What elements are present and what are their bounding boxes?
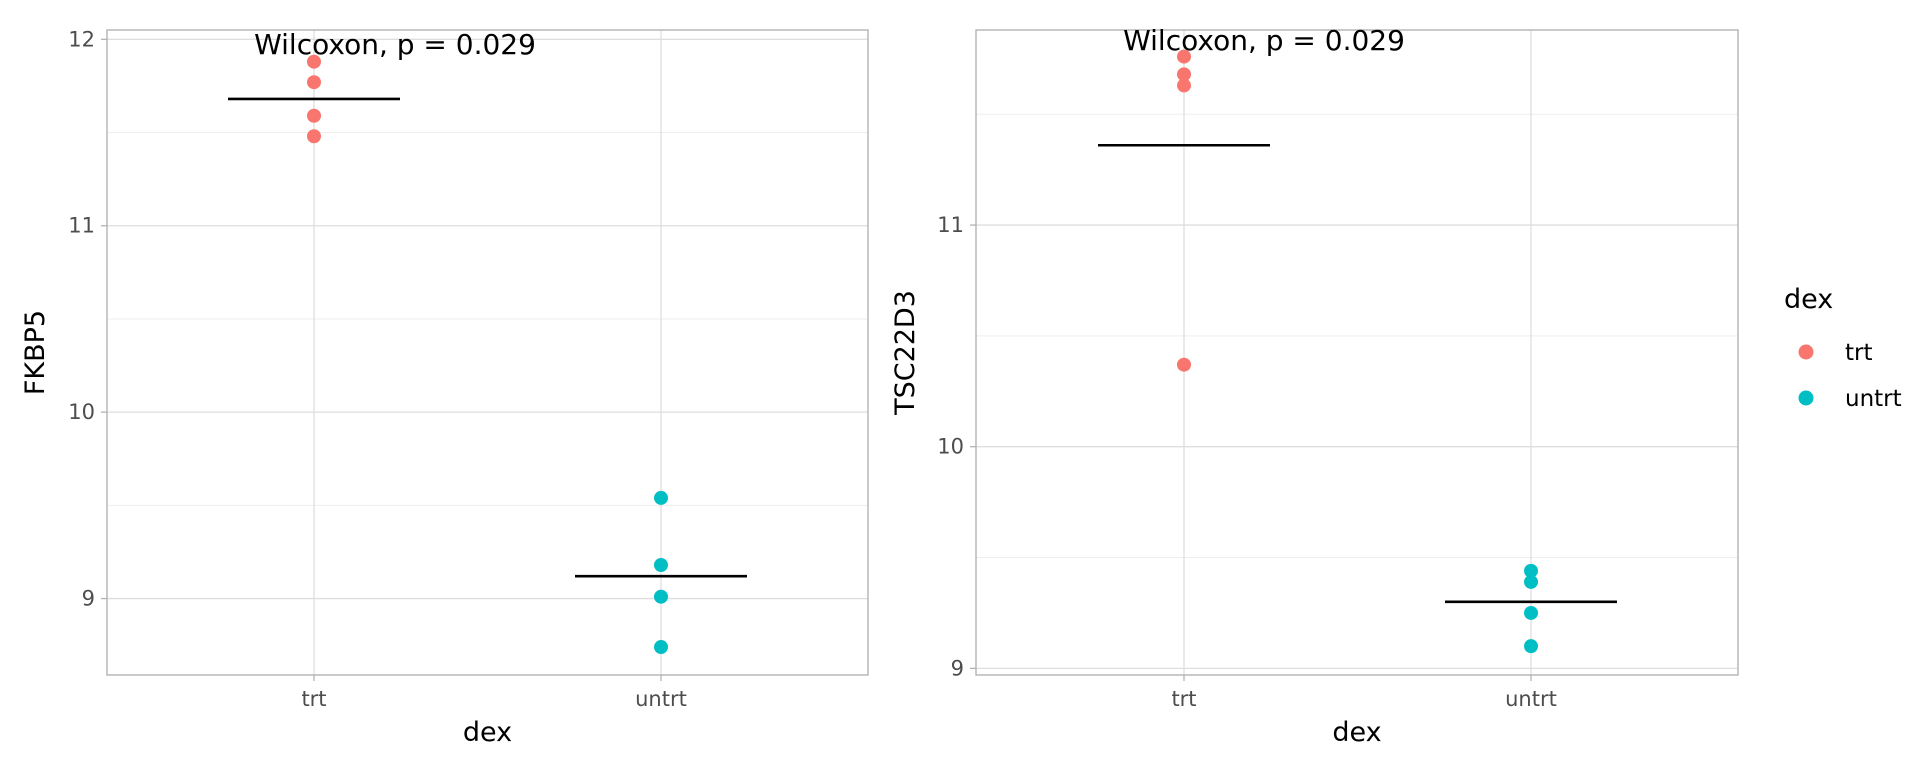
panel1-y-tick-label: 10 xyxy=(68,400,95,424)
panel1-x-tick-label: untrt xyxy=(635,687,687,711)
panel2-point-untrt xyxy=(1524,639,1538,654)
panel1-y-tick-label: 9 xyxy=(82,587,95,611)
panel2-y-tick-label: 11 xyxy=(937,213,964,237)
panel1-point-trt xyxy=(307,75,321,90)
panel1-y-tick-label: 12 xyxy=(68,27,95,51)
panel1-point-trt xyxy=(307,108,321,123)
panel2-x-axis-title: dex xyxy=(1332,717,1381,748)
panel1-x-tick-label: trt xyxy=(301,687,326,711)
legend-title: dex xyxy=(1784,284,1833,315)
panel1-point-untrt xyxy=(654,589,668,604)
panel1-wilcoxon-annotation: Wilcoxon, p = 0.029 xyxy=(254,28,536,61)
legend-key-untrt xyxy=(1798,390,1814,406)
panel2-point-trt xyxy=(1177,78,1191,93)
panel2-wilcoxon-annotation: Wilcoxon, p = 0.029 xyxy=(1123,24,1405,57)
legend-label-trt: trt xyxy=(1845,340,1873,366)
panel1-point-trt xyxy=(307,129,321,144)
legend-key-trt xyxy=(1798,344,1814,360)
panel2-point-trt xyxy=(1177,49,1191,64)
panel2-x-tick-label: untrt xyxy=(1505,687,1557,711)
panel2-border xyxy=(975,29,1739,676)
panel2-y-axis-title: TSC22D3 xyxy=(890,290,921,416)
legend-label-untrt: untrt xyxy=(1845,386,1902,412)
panel2-point-untrt xyxy=(1524,563,1538,578)
panel2-point-trt xyxy=(1177,67,1191,82)
panel2-x-tick-label: trt xyxy=(1171,687,1196,711)
panel2-y-tick-label: 10 xyxy=(937,435,964,459)
panel1-point-untrt xyxy=(654,490,668,505)
panel2-point-trt xyxy=(1177,357,1191,372)
panel1-border xyxy=(106,29,869,676)
panel1-x-axis-title: dex xyxy=(463,717,512,748)
panel1-point-untrt xyxy=(654,640,668,655)
panel2-point-untrt xyxy=(1524,605,1538,620)
panel2-y-tick-label: 9 xyxy=(951,656,964,680)
panel1-y-axis-title: FKBP5 xyxy=(20,310,51,395)
panel1-point-untrt xyxy=(654,558,668,573)
panel1-y-tick-label: 11 xyxy=(68,214,95,238)
panel2-point-untrt xyxy=(1524,574,1538,589)
panel1-point-trt xyxy=(307,54,321,69)
